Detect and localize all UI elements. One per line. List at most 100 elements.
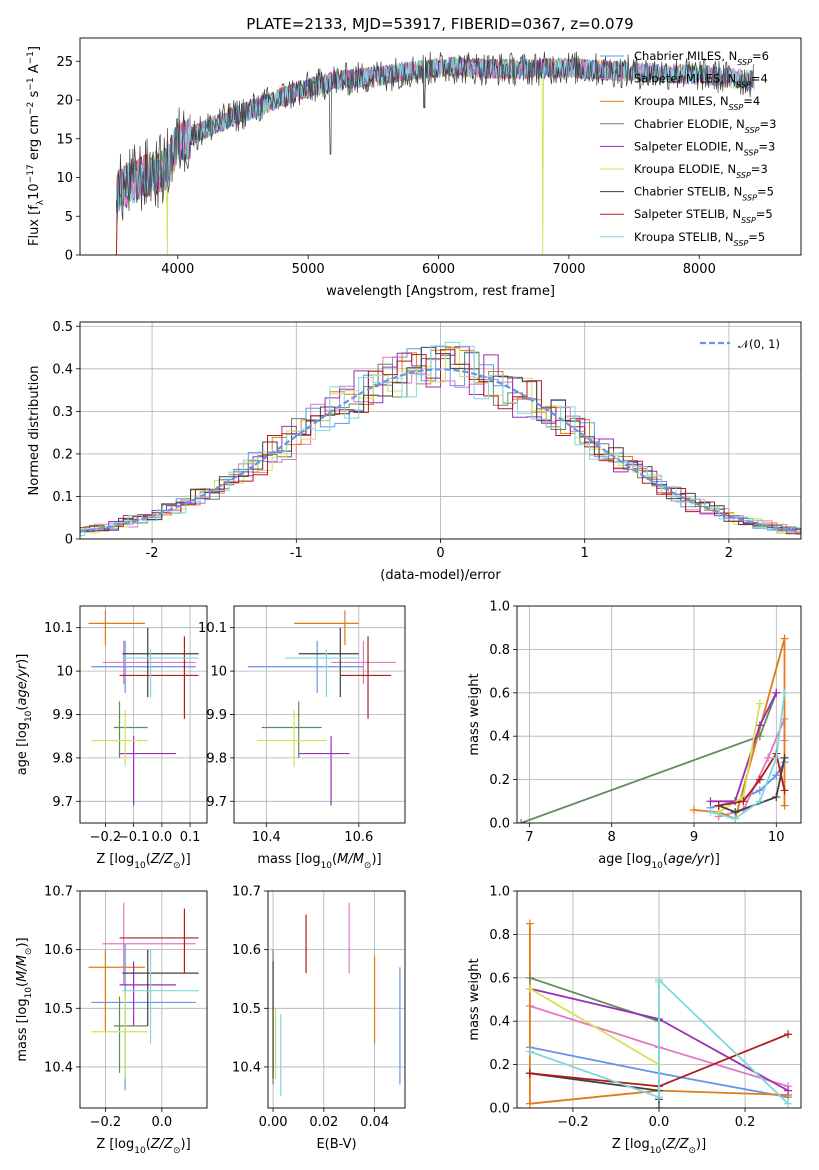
histogram-chabrier-stelib (80, 346, 801, 531)
y-tick-label: 10.4 (44, 1060, 73, 1075)
mass-weight-vs-age-panel: 7 8 9 10 0.0 0.2 0.4 0.6 0.8 1.0 age [log10(age/yr… (467, 600, 802, 871)
series-marker (689, 805, 698, 814)
legend-nssp: 4 (760, 72, 767, 86)
x-tick-label: 10.6 (344, 830, 373, 845)
x-tick-label: −0.2 (90, 1115, 122, 1130)
series-line (693, 637, 786, 820)
y-tick-label: 10.6 (232, 943, 261, 958)
spectrum-line-chabrier-stelib (116, 51, 755, 222)
mass-weight-series-kroupa-miles (689, 634, 789, 823)
x-axis-label-text: wavelength [Angstrom, rest frame] (326, 284, 555, 299)
x-tick-label: 0.2 (735, 1115, 756, 1130)
legend-label: Salpeter MILES, N (634, 72, 736, 86)
series-marker (714, 801, 723, 810)
series-marker (525, 1047, 534, 1056)
normal-curve (80, 368, 801, 533)
errorbar-kroupa-miles (88, 610, 145, 646)
series-marker (525, 1099, 534, 1108)
x-axis-label-text: (data-model)/error (380, 568, 501, 583)
series-marker (525, 919, 534, 928)
legend-nssp: 4 (753, 94, 760, 108)
x-axis-label: (data-model)/error (380, 568, 501, 583)
y-tick-label: 10.1 (198, 621, 227, 636)
errorbar-kroupa-miles (88, 949, 145, 1032)
mass-weight-vs-z-panel: −0.2 0.0 0.2 0.0 0.2 0.4 0.6 0.8 1.0 Z [log10(Z/Z… (467, 885, 802, 1156)
legend-label: 𝒩(0, 1) (738, 337, 780, 351)
series-marker (525, 1069, 534, 1078)
x-tick-label: 5000 (292, 262, 325, 277)
x-tick-label: 2 (725, 546, 733, 561)
series-marker (655, 1104, 663, 1108)
series-marker (772, 771, 781, 780)
legend-nssp: 5 (765, 207, 772, 221)
errorbar-salpeter-stelib (119, 636, 199, 719)
series-marker (655, 975, 663, 984)
legend-label: Kroupa ELODIE, N (634, 162, 736, 176)
legend-label: Chabrier STELIB, N (634, 185, 742, 199)
y-axis-label-text: Flux [f (27, 205, 42, 246)
y-tick-label: 0.2 (52, 447, 73, 462)
y-axis-label-text: mass weight (467, 673, 482, 755)
y-tick-label: 10 (210, 665, 227, 680)
errorbar-kroupa-stelib (284, 649, 359, 698)
series-marker (772, 792, 781, 801)
y-axis-label: Normed distribution (27, 366, 42, 496)
y-tick-label: 0.4 (52, 362, 73, 377)
axes-frame (79, 605, 208, 824)
plot-area (80, 322, 801, 539)
errorbar-chabrier-stelib (122, 627, 199, 698)
y-tick-label: 0.5 (52, 320, 73, 335)
y-tick-label: 25 (56, 55, 73, 70)
series-marker (780, 801, 789, 810)
series-marker (755, 699, 764, 708)
series-marker (780, 688, 789, 697)
legend-label: Kroupa STELIB, N (634, 230, 734, 244)
y-axis-label: mass weight (467, 673, 482, 755)
x-tick-label: 8000 (683, 262, 716, 277)
errorbar-kroupa-stelib (122, 649, 199, 698)
y-tick-label: 10 (56, 665, 73, 680)
x-tick-label: 0.1 (180, 830, 201, 845)
y-tick-label: 10.5 (232, 1002, 261, 1017)
y-axis-label: age [log10(age/yr)] (15, 654, 34, 776)
plot-area (517, 606, 801, 823)
axes-frame (267, 890, 406, 1109)
axes-frame (516, 605, 802, 824)
y-tick-label: 9.7 (206, 795, 227, 810)
series-marker (655, 1093, 663, 1102)
x-axis-label-text: mass [log (257, 852, 320, 867)
x-axis-label-text: E(B-V) (316, 1137, 356, 1152)
x-tick-label: 0.0 (152, 830, 173, 845)
series-marker (780, 786, 789, 795)
y-axis-label-text: mass weight (467, 958, 482, 1040)
legend-entry: Chabrier MILES, NSSP=6 (634, 49, 769, 67)
x-tick-label: 0 (436, 546, 444, 561)
series-marker (731, 814, 740, 823)
errorbar-salpeter-miles (331, 640, 396, 685)
x-axis-label: Z [log10(Z/Z⊙)] (96, 1137, 190, 1156)
y-tick-label: 0 (65, 533, 73, 548)
axes-frame (233, 605, 406, 824)
errorbar-salpeter-stelib (340, 636, 392, 719)
x-tick-label: 0.00 (259, 1115, 288, 1130)
x-tick-label: 7000 (552, 262, 585, 277)
mass-weight-series-kroupa-stelib (525, 975, 793, 1108)
y-tick-label: 10.5 (44, 1002, 73, 1017)
series-marker (772, 688, 781, 697)
errorbar-salpeter-elodie (298, 736, 350, 806)
series-line (718, 703, 761, 813)
y-tick-label: 0.2 (489, 773, 510, 788)
figure-title: PLATE=2133, MJD=53917, FIBERID=0367, z=0… (246, 15, 633, 33)
y-tick-label: 5 (65, 210, 73, 225)
x-axis-label: Z [log10(Z/Z⊙)] (612, 1137, 706, 1156)
errorbar-chabrier-elodie (261, 701, 322, 758)
x-axis-label-text: age [log (598, 852, 651, 867)
series-marker (706, 808, 715, 817)
legend-entry: Chabrier STELIB, NSSP=5 (634, 185, 774, 203)
x-tick-label: 6000 (422, 262, 455, 277)
legend-label: Salpeter ELODIE, N (634, 139, 744, 153)
errorbar-salpeter-miles (102, 902, 196, 985)
series-line (529, 979, 789, 1105)
age-vs-mass-panel: 10.4 10.6 9.7 9.8 9.9 10 10.1 mass [log10(M/M⊙)… (198, 605, 406, 871)
